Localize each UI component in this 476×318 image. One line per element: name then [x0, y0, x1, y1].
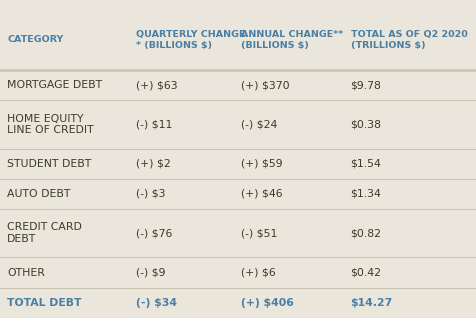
Text: $0.82: $0.82 [350, 228, 381, 238]
Text: TOTAL DEBT: TOTAL DEBT [7, 298, 81, 308]
Text: HOME EQUITY
LINE OF CREDIT: HOME EQUITY LINE OF CREDIT [7, 114, 94, 135]
Text: (+) $46: (+) $46 [240, 189, 282, 199]
Text: TOTAL AS OF Q2 2020
(TRILLIONS $): TOTAL AS OF Q2 2020 (TRILLIONS $) [350, 30, 466, 50]
Text: AUTO DEBT: AUTO DEBT [7, 189, 70, 199]
Text: ANNUAL CHANGE**
(BILLIONS $): ANNUAL CHANGE** (BILLIONS $) [240, 30, 342, 50]
Text: (-) $9: (-) $9 [136, 267, 165, 278]
Text: $1.54: $1.54 [350, 159, 381, 169]
Text: (+) $2: (+) $2 [136, 159, 170, 169]
Text: $9.78: $9.78 [350, 80, 381, 90]
Text: (-) $3: (-) $3 [136, 189, 165, 199]
Text: $0.42: $0.42 [350, 267, 381, 278]
Text: CATEGORY: CATEGORY [7, 35, 63, 44]
Text: QUARTERLY CHANGE
* (BILLIONS $): QUARTERLY CHANGE * (BILLIONS $) [136, 30, 245, 50]
Text: (-) $76: (-) $76 [136, 228, 172, 238]
Text: OTHER: OTHER [7, 267, 45, 278]
Text: (+) $406: (+) $406 [240, 298, 293, 308]
Text: $14.27: $14.27 [350, 298, 392, 308]
Text: (+) $6: (+) $6 [240, 267, 275, 278]
Text: (+) $63: (+) $63 [136, 80, 177, 90]
Text: (+) $59: (+) $59 [240, 159, 282, 169]
Text: MORTGAGE DEBT: MORTGAGE DEBT [7, 80, 102, 90]
Text: (+) $370: (+) $370 [240, 80, 289, 90]
Text: (-) $51: (-) $51 [240, 228, 277, 238]
Text: (-) $34: (-) $34 [136, 298, 177, 308]
Text: STUDENT DEBT: STUDENT DEBT [7, 159, 91, 169]
Text: CREDIT CARD
DEBT: CREDIT CARD DEBT [7, 223, 82, 244]
Text: (-) $11: (-) $11 [136, 119, 172, 129]
Text: $0.38: $0.38 [350, 119, 381, 129]
Text: $1.34: $1.34 [350, 189, 381, 199]
Text: (-) $24: (-) $24 [240, 119, 277, 129]
